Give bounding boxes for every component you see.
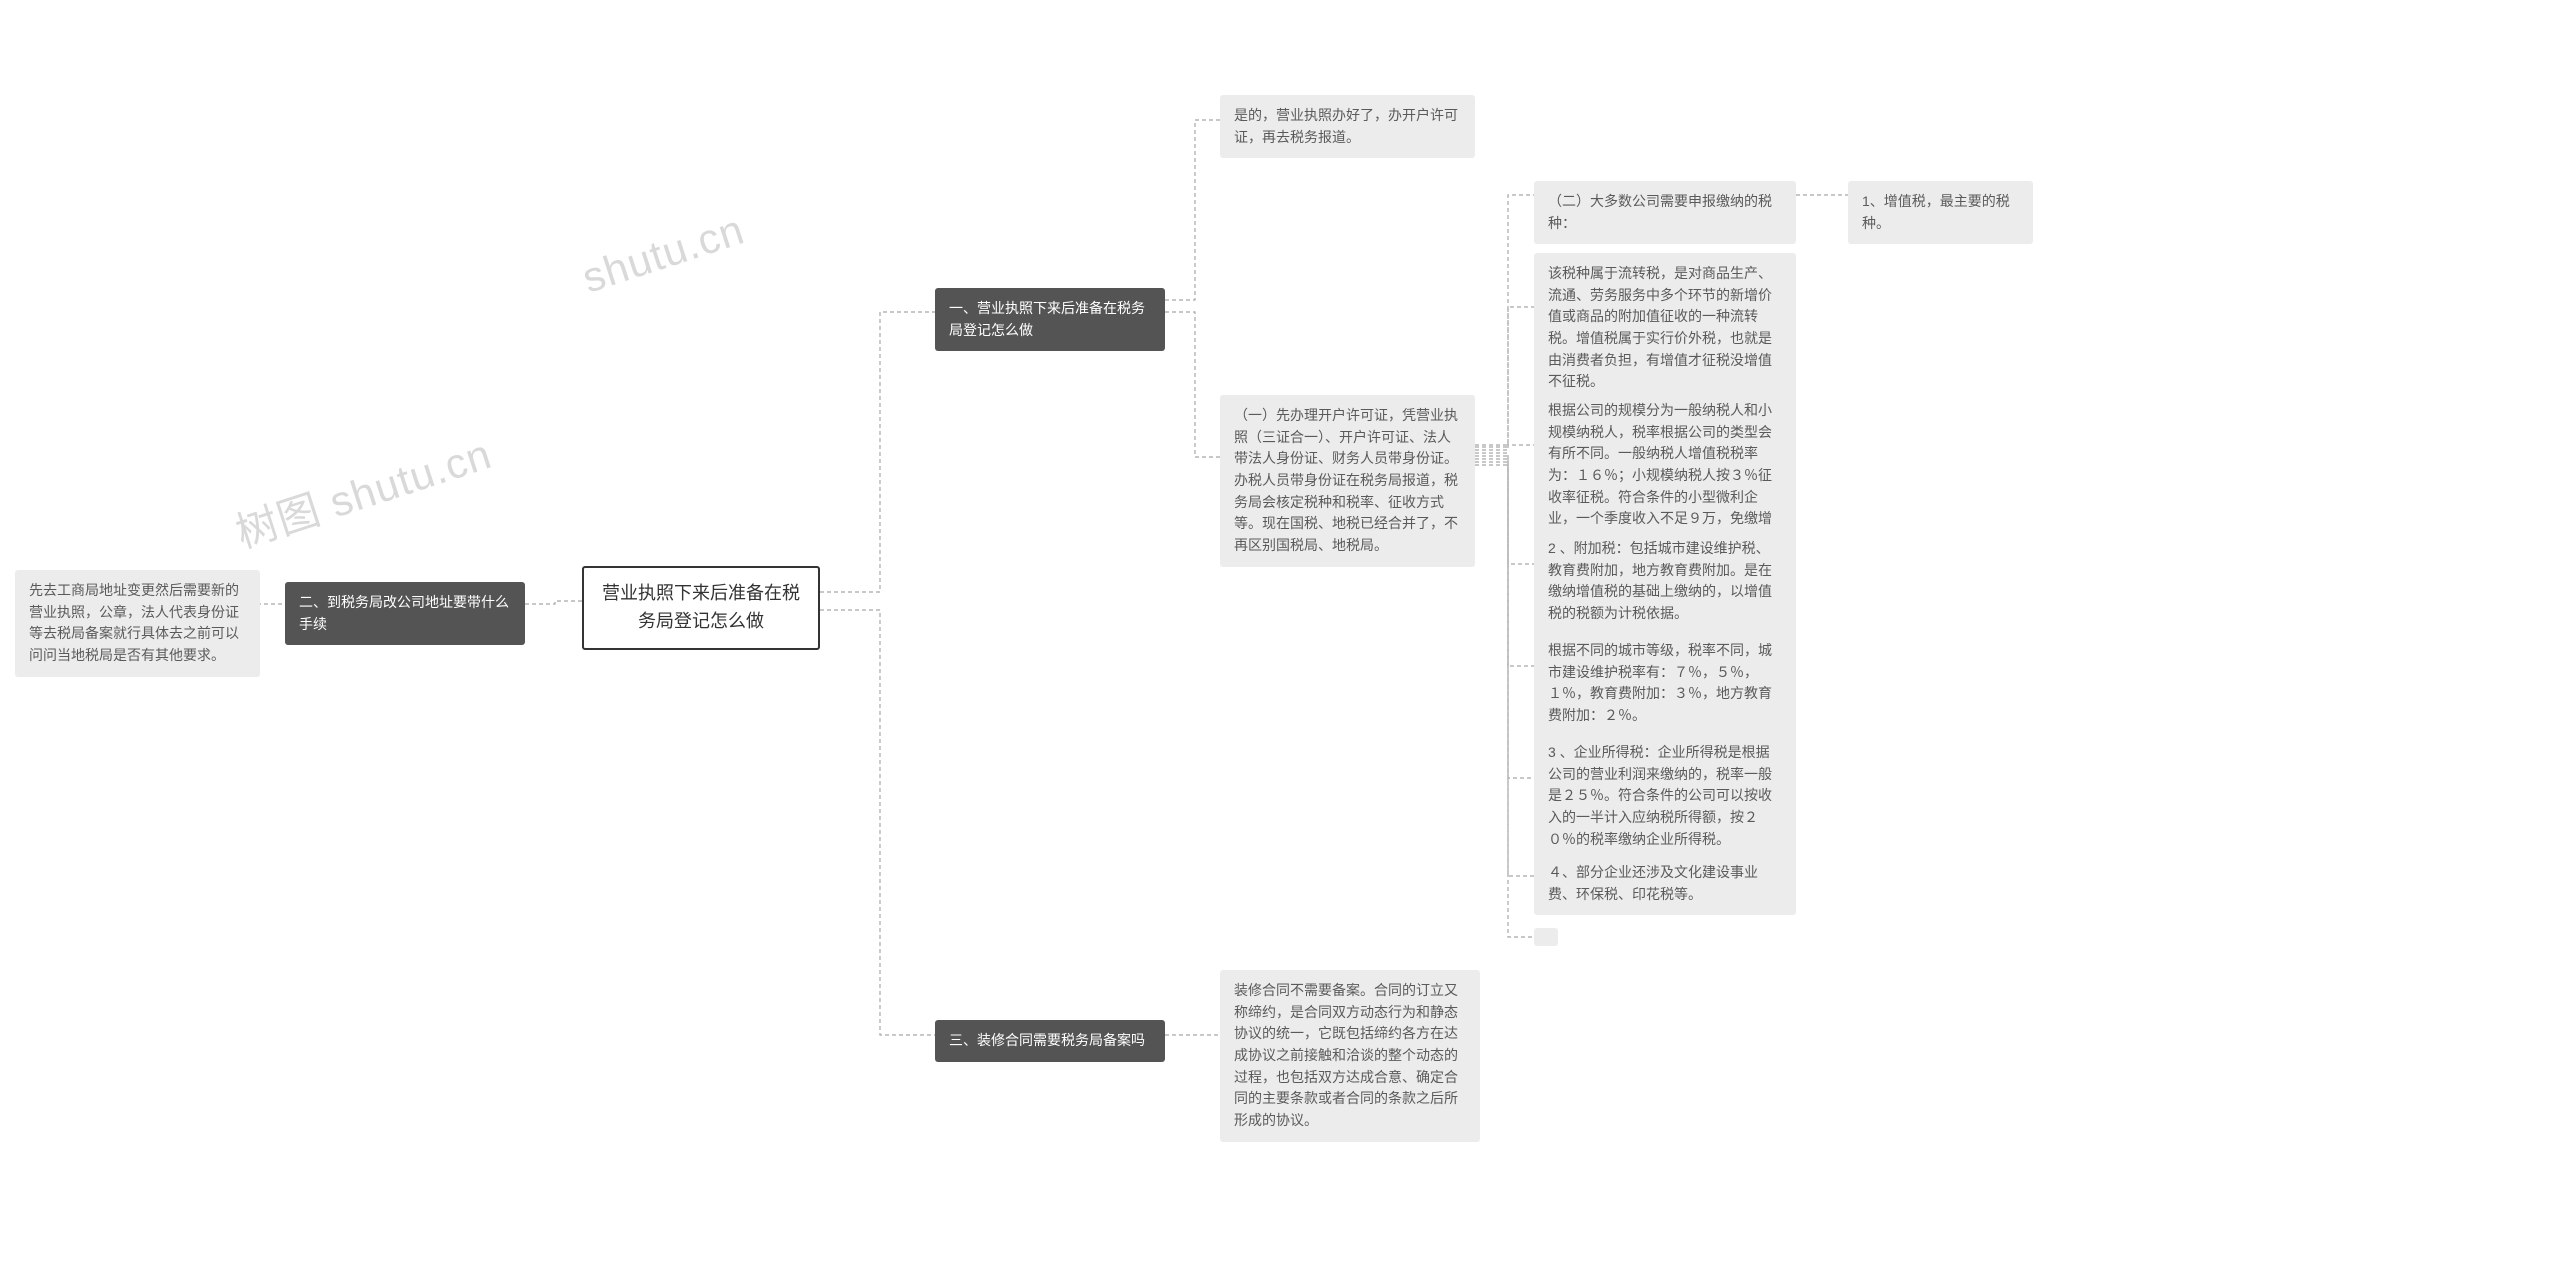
tax-other: ４、部分企业还涉及文化建设事业费、环保税、印花税等。: [1534, 852, 1796, 915]
branch-2-detail: 先去工商局地址变更然后需要新的营业执照，公章，法人代表身份证等去税局备案就行具体…: [15, 570, 260, 677]
tax-empty-node: [1534, 928, 1558, 946]
tax-surtax: 2 、附加税：包括城市建设维护税、教育费附加，地方教育费附加。是在缴纳增值税的基…: [1534, 528, 1796, 635]
watermark: 树图 shutu.cn: [227, 420, 498, 560]
tax-vat-desc: 该税种属于流转税，是对商品生产、流通、劳务服务中多个环节的新增价值或商品的附加值…: [1534, 253, 1796, 403]
branch-2-title: 二、到税务局改公司地址要带什么手续: [285, 582, 525, 645]
watermark: shutu.cn: [577, 205, 750, 302]
tax-vat-label: 1、增值税，最主要的税种。: [1848, 181, 2033, 244]
root-node: 营业执照下来后准备在税 务局登记怎么做: [582, 566, 820, 650]
tax-types-header: （二）大多数公司需要申报缴纳的税种：: [1534, 181, 1796, 244]
branch-1-title: 一、营业执照下来后准备在税务局登记怎么做: [935, 288, 1165, 351]
branch-3-title: 三、装修合同需要税务局备案吗: [935, 1020, 1165, 1062]
branch-3-detail: 装修合同不需要备案。合同的订立又称缔约，是合同双方动态行为和静态协议的统一，它既…: [1220, 970, 1480, 1142]
tax-income: 3 、企业所得税：企业所得税是根据公司的营业利润来缴纳的，税率一般是２５％。符合…: [1534, 732, 1796, 860]
branch-1-note-top: 是的，营业执照办好了，办开户许可证，再去税务报道。: [1220, 95, 1475, 158]
tax-surtax-rate: 根据不同的城市等级，税率不同，城市建设维护税率有：７％，５％，１％，教育费附加：…: [1534, 630, 1796, 737]
branch-1-step-1: （一）先办理开户许可证，凭营业执照（三证合一）、开户许可证、法人带法人身份证、财…: [1220, 395, 1475, 567]
